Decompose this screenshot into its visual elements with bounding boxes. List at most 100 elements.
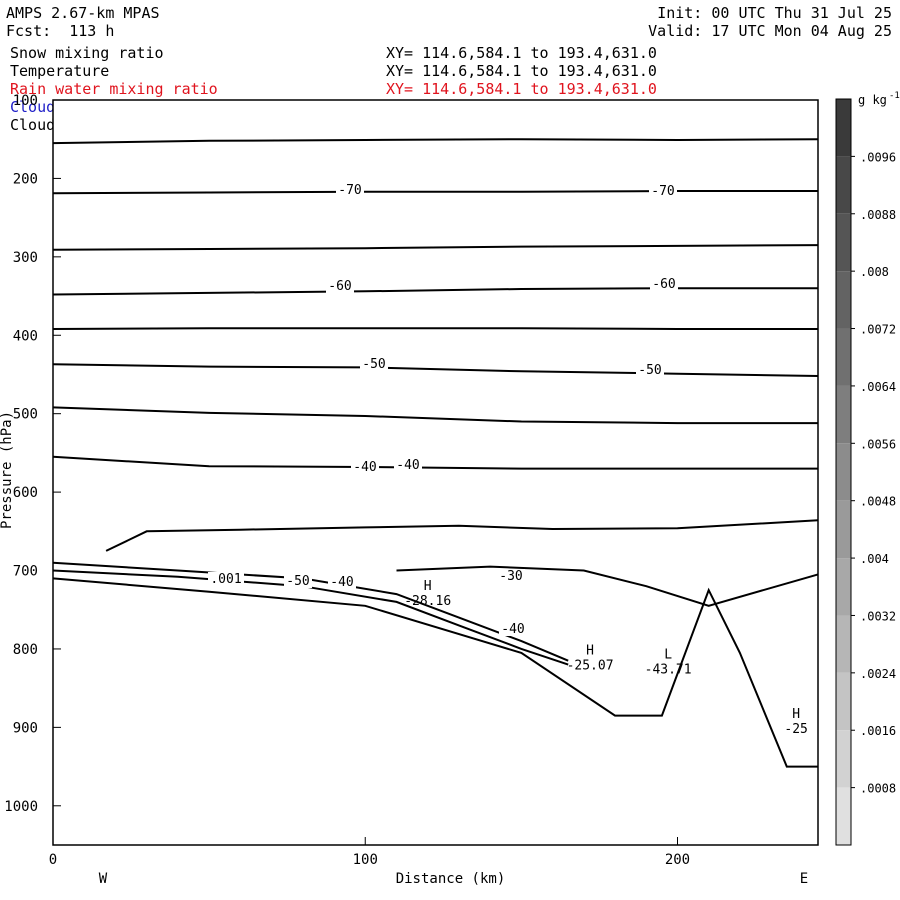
- field-coords: XY= 114.6,584.1 to 193.4,631.0: [386, 80, 657, 98]
- contour-line-11: [396, 565, 819, 607]
- contour-label: -60: [328, 279, 351, 294]
- y-tick-label: 800: [13, 642, 38, 658]
- colorbar-segment: [836, 615, 851, 673]
- contour-label-bg: [328, 575, 356, 589]
- contour-label: .001: [210, 572, 241, 587]
- contour-label: -40: [330, 575, 353, 590]
- extremum-value: -43.71: [645, 662, 692, 677]
- contour-line-4: [52, 327, 818, 330]
- model-title: AMPS 2.67-km MPAS: [6, 4, 160, 22]
- extremum-value: -25.07: [567, 658, 614, 673]
- contour-line-9: [52, 561, 569, 662]
- contour-label-bg: [497, 569, 525, 583]
- colorbar-segment: [836, 730, 851, 788]
- contour-label: -70: [338, 183, 361, 198]
- colorbar-unit: g kg: [858, 93, 887, 107]
- contour-label-bg: [208, 572, 244, 586]
- extrema-markers: H-28.16H-25.07L-43.71H-25: [404, 579, 808, 737]
- contour-label-bg: [326, 279, 354, 293]
- extremum-value: -25: [784, 722, 807, 737]
- contour-line-10: [52, 569, 569, 666]
- colorbar-tick-label: .0008: [860, 782, 896, 796]
- colorbar-segment: [836, 558, 851, 616]
- contour-line-5: [52, 363, 819, 377]
- colorbar-tick-label: .0032: [860, 609, 896, 623]
- field-name: Rain water mixing ratio: [10, 80, 218, 98]
- contour-label-bg: [336, 183, 364, 197]
- plot-background: [53, 100, 818, 845]
- forecast-hour: Fcst: 113 h: [6, 22, 115, 40]
- terrain-line: [52, 577, 818, 768]
- contour-label-bg: [649, 184, 677, 198]
- contour-label: -50: [362, 357, 385, 372]
- contour-line-3: [52, 287, 818, 296]
- x-tick-label: 0: [49, 852, 57, 868]
- colorbar-segment: [836, 328, 851, 386]
- colorbar-tick-label: .0056: [860, 437, 896, 451]
- contour-label: -50: [638, 363, 661, 378]
- extremum-h: H: [586, 643, 594, 658]
- x-tick-label: 200: [665, 852, 690, 868]
- contour-line-7: [52, 455, 818, 470]
- colorbar-segment: [836, 156, 851, 214]
- y-tick-label: 1000: [4, 799, 38, 815]
- y-tick-label: 700: [13, 564, 38, 580]
- contour-label: -40: [353, 460, 376, 475]
- y-tick-label: 200: [13, 171, 38, 187]
- x-tick-label: 100: [353, 852, 378, 868]
- colorbar-tick-label: .0064: [860, 380, 896, 394]
- colorbar-tick-label: .0024: [860, 667, 896, 681]
- colorbar-segment: [836, 385, 851, 444]
- x-axis-label: Distance (km): [396, 871, 506, 887]
- colorbar-tick-label: .008: [860, 265, 889, 279]
- y-axis-label: Pressure (hPa): [0, 411, 15, 529]
- extremum-value: -28.16: [404, 594, 451, 609]
- contour-label-bg: [360, 357, 388, 371]
- colorbar-segment: [836, 787, 851, 845]
- contour-label-bg: [650, 277, 678, 291]
- contour-label-bg: [499, 622, 527, 636]
- contour-label: -40: [396, 458, 419, 473]
- colorbar-segment: [836, 99, 851, 157]
- colorbar-segment: [836, 672, 851, 731]
- colorbar-tick-label: .0048: [860, 495, 896, 509]
- y-tick-label: 300: [13, 250, 38, 266]
- y-tick-label: 400: [13, 328, 38, 344]
- contour-labels: -70 -70 -60 -60 -50 -50 -40 -40 .001 -50 -40 -30 -40: [208, 183, 678, 637]
- y-tick-label: 500: [13, 407, 38, 423]
- colorbar-segment: [836, 500, 851, 559]
- field-name: Temperature: [10, 62, 110, 80]
- colorbar-frame: [835, 98, 852, 846]
- y-tick-label: 100: [13, 93, 38, 109]
- colorbar-segment: [836, 213, 851, 272]
- axes: 100 200 300 400 500 600 700 800 900 1000 0 100 200 Di…: [0, 93, 819, 887]
- contour-label-bg: [394, 458, 422, 472]
- colorbar-unit-exponent: -1: [889, 91, 900, 101]
- contour-line-1: [52, 190, 818, 195]
- contour-label: -40: [501, 622, 524, 637]
- init-time: Init: 00 UTC Thu 31 Jul 25: [657, 4, 892, 22]
- plot-frame: [52, 99, 819, 846]
- contour-label: -30: [499, 569, 522, 584]
- extremum-h: H: [424, 579, 432, 594]
- contour-line-8: [105, 519, 819, 552]
- colorbar-tick-label: .0096: [860, 150, 896, 164]
- colorbar-tick-label: .004: [860, 552, 889, 566]
- west-label: W: [99, 871, 108, 887]
- contour-label-bg: [284, 574, 312, 588]
- colorbar-tick-label: .0088: [860, 208, 896, 222]
- contour-line-0: [52, 138, 819, 145]
- contour-label-bg: [351, 460, 379, 474]
- extremum-l: L: [664, 647, 672, 662]
- contour-line-2: [52, 244, 819, 251]
- contour-label: -70: [651, 184, 674, 199]
- contour-label: -50: [286, 574, 309, 589]
- colorbar-segment: [836, 443, 851, 501]
- valid-time: Valid: 17 UTC Mon 04 Aug 25: [648, 22, 892, 40]
- east-label: E: [800, 871, 808, 887]
- y-tick-label: 900: [13, 720, 38, 736]
- colorbar-tick-label: .0016: [860, 724, 896, 738]
- contour-label-bg: [636, 363, 664, 377]
- colorbar-tick-label: .0072: [860, 323, 896, 337]
- temperature-contours: [52, 138, 819, 768]
